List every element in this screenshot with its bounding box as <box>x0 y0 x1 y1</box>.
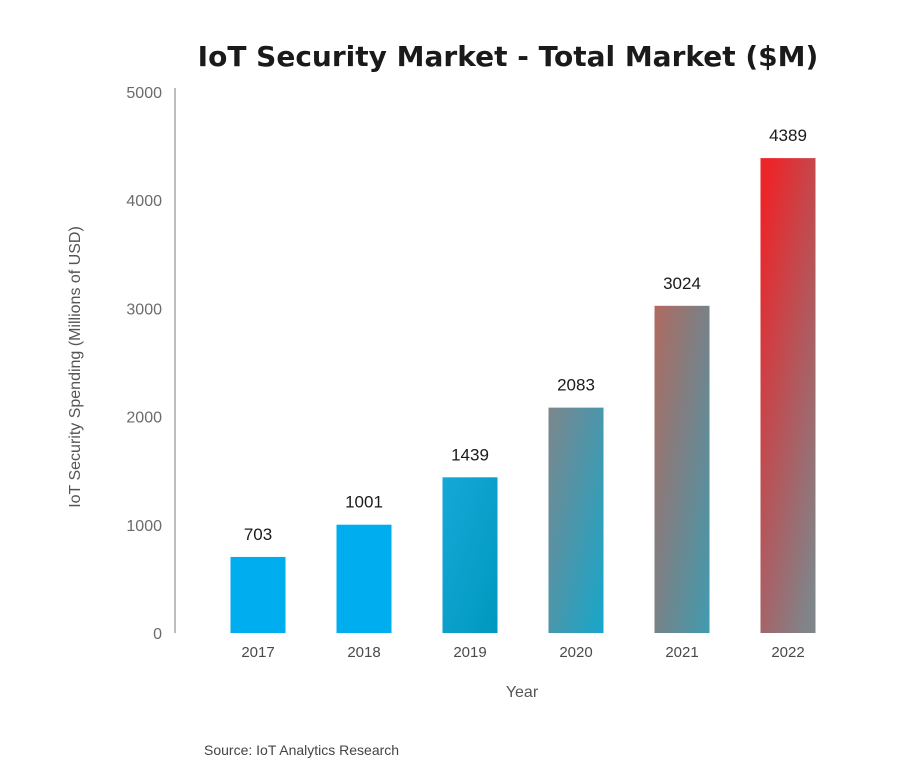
y-tick-label: 5000 <box>126 85 162 102</box>
data-label-2018: 1001 <box>345 493 383 512</box>
y-tick-label: 4000 <box>126 193 162 210</box>
bar-2017 <box>230 556 286 633</box>
x-axis-label: Year <box>506 684 539 701</box>
x-tick-label: 2020 <box>559 644 592 661</box>
x-tick-label: 2021 <box>665 644 698 661</box>
bar-2021 <box>654 305 710 633</box>
data-label-2017: 703 <box>244 525 272 544</box>
chart-title: IoT Security Market - Total Market ($M) <box>198 40 819 73</box>
data-labels: 703 1001 1439 2083 3024 4389 <box>244 126 807 544</box>
x-tick-label: 2019 <box>453 644 486 661</box>
x-tick-label: 2022 <box>771 644 804 661</box>
data-label-2022: 4389 <box>769 126 807 145</box>
y-tick-label: 1000 <box>126 518 162 535</box>
x-axis-ticks: 2017 2018 2019 2020 2021 2022 <box>241 644 804 661</box>
data-label-2019: 1439 <box>451 445 489 464</box>
bar-2020 <box>548 407 604 633</box>
data-label-2021: 3024 <box>663 274 701 293</box>
bars <box>230 158 816 633</box>
y-axis-ticks: 0 1000 2000 3000 4000 5000 <box>126 85 162 643</box>
y-tick-label: 2000 <box>126 410 162 427</box>
x-tick-label: 2017 <box>241 644 274 661</box>
y-tick-label: 3000 <box>126 301 162 318</box>
bar-2019 <box>442 477 498 633</box>
bar-2022 <box>760 158 816 633</box>
y-axis-label: IoT Security Spending (Millions of USD) <box>67 226 84 508</box>
source-note: Source: IoT Analytics Research <box>204 742 399 758</box>
x-tick-label: 2018 <box>347 644 380 661</box>
bar-2018 <box>336 524 392 633</box>
y-tick-label: 0 <box>153 626 162 643</box>
data-label-2020: 2083 <box>557 376 595 395</box>
